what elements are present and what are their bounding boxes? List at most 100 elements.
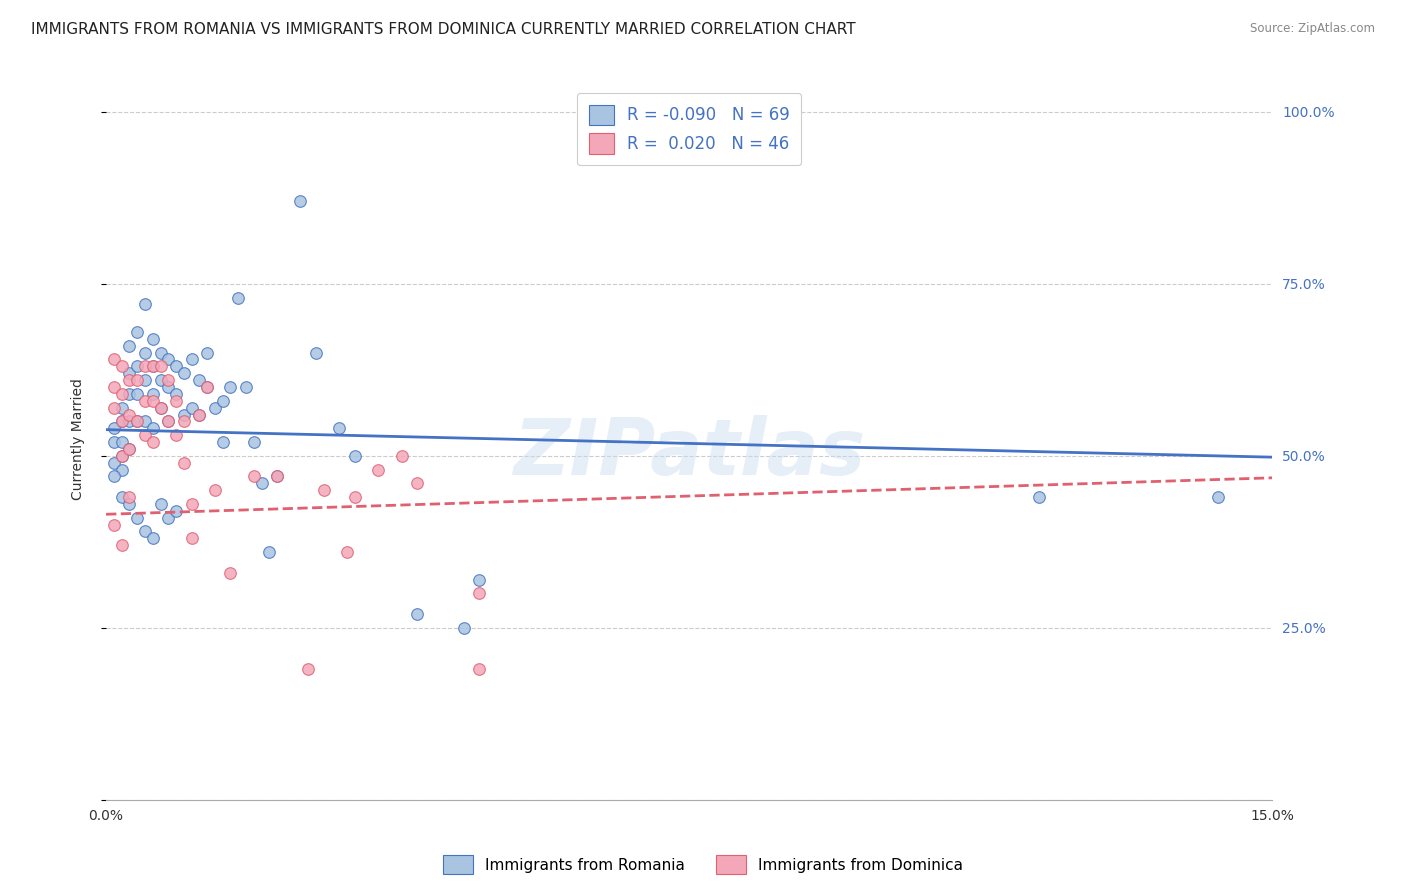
Point (367, 462, 389, 476)
Point (127, 359, 149, 374)
Point (453, 621, 475, 635)
Point (157, 414, 180, 428)
Point (118, 408, 141, 422)
Point (173, 414, 195, 428)
Point (204, 401, 226, 415)
Point (1206, 490, 1229, 504)
Point (250, 476, 273, 491)
Point (134, 428, 156, 442)
Point (118, 497, 141, 511)
Point (118, 339, 141, 353)
Point (157, 373, 180, 387)
Y-axis label: Currently Married: Currently Married (72, 377, 86, 500)
Point (111, 414, 134, 428)
Point (165, 393, 187, 408)
Point (111, 538, 134, 552)
Point (127, 414, 149, 428)
Point (243, 435, 266, 450)
Point (111, 449, 134, 463)
Point (142, 387, 165, 401)
Point (127, 414, 149, 428)
Point (211, 393, 233, 408)
Point (312, 483, 335, 498)
Point (290, 194, 312, 209)
Point (157, 352, 180, 367)
Text: IMMIGRANTS FROM ROMANIA VS IMMIGRANTS FROM DOMINICA CURRENTLY MARRIED CORRELATIO: IMMIGRANTS FROM ROMANIA VS IMMIGRANTS FR… (31, 22, 856, 37)
Point (343, 490, 366, 504)
Point (149, 497, 172, 511)
Point (103, 456, 125, 470)
Point (391, 449, 413, 463)
Point (173, 366, 195, 380)
Point (111, 401, 134, 415)
Point (142, 393, 165, 408)
Point (149, 345, 172, 359)
Point (173, 408, 195, 422)
Point (328, 421, 350, 435)
Point (103, 401, 125, 415)
Point (173, 456, 195, 470)
Point (134, 297, 156, 311)
Point (266, 469, 288, 483)
Text: Source: ZipAtlas.com: Source: ZipAtlas.com (1250, 22, 1375, 36)
Point (157, 380, 180, 394)
Point (157, 414, 180, 428)
Point (211, 435, 233, 450)
Point (336, 545, 359, 559)
Point (259, 545, 281, 559)
Point (127, 325, 149, 339)
Point (142, 532, 165, 546)
Point (111, 462, 134, 476)
Point (149, 373, 172, 387)
Point (118, 442, 141, 456)
Point (103, 421, 125, 435)
Point (111, 359, 134, 374)
Point (180, 497, 202, 511)
Point (118, 373, 141, 387)
Point (142, 359, 165, 374)
Point (343, 449, 366, 463)
Point (157, 510, 180, 524)
Point (468, 586, 491, 600)
Point (149, 401, 172, 415)
Point (142, 435, 165, 450)
Point (118, 366, 141, 380)
Point (118, 490, 141, 504)
Point (149, 359, 172, 374)
Point (118, 414, 141, 428)
Point (103, 435, 125, 450)
Point (180, 532, 202, 546)
Point (111, 414, 134, 428)
Legend: R = -0.090   N = 69, R =  0.020   N = 46: R = -0.090 N = 69, R = 0.020 N = 46 (576, 93, 801, 165)
Point (195, 380, 218, 394)
Text: ZIPatlas: ZIPatlas (513, 415, 865, 491)
Point (111, 435, 134, 450)
Point (266, 469, 288, 483)
Point (204, 483, 226, 498)
Point (195, 380, 218, 394)
Point (111, 449, 134, 463)
Point (188, 408, 211, 422)
Point (111, 387, 134, 401)
Point (103, 380, 125, 394)
Point (226, 291, 249, 305)
Point (195, 345, 218, 359)
Point (134, 345, 156, 359)
Point (180, 352, 202, 367)
Point (127, 387, 149, 401)
Point (1028, 490, 1050, 504)
Point (149, 401, 172, 415)
Point (134, 414, 156, 428)
Point (142, 332, 165, 346)
Point (103, 352, 125, 367)
Point (165, 387, 187, 401)
Point (127, 510, 149, 524)
Point (165, 359, 187, 374)
Point (468, 573, 491, 587)
Point (468, 662, 491, 676)
Point (188, 373, 211, 387)
Point (134, 393, 156, 408)
Point (180, 401, 202, 415)
Point (103, 469, 125, 483)
Point (127, 373, 149, 387)
